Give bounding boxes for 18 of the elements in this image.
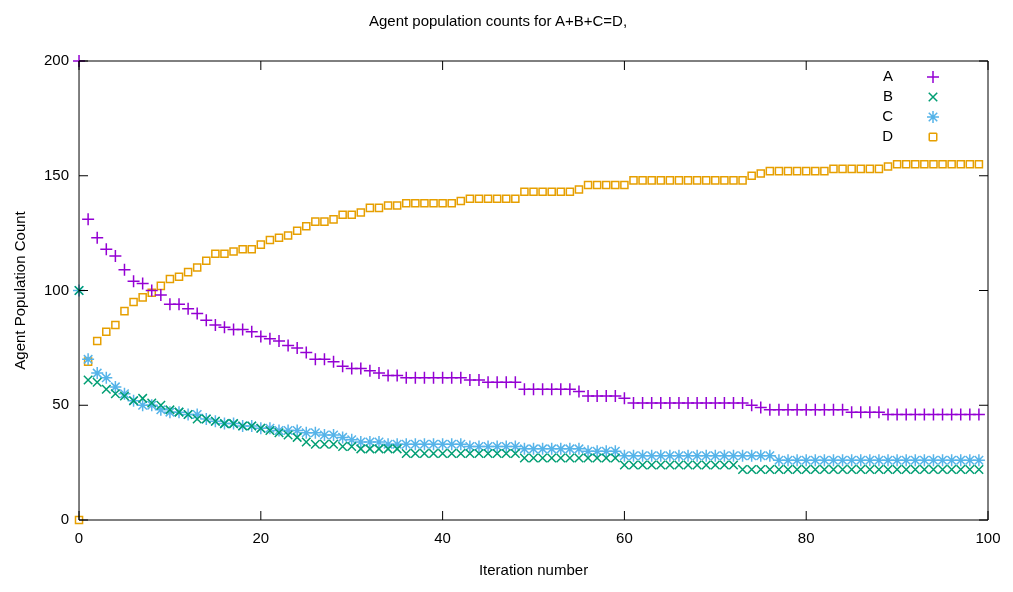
y-tick-label: 50 [52,395,70,413]
chart-title: Agent population counts for A+B+C=D, [368,12,628,30]
y-tick-label: 100 [44,280,70,298]
x-tick-label: 20 [252,529,270,547]
x-tick-label: 80 [797,529,815,547]
x-axis-title: Iteration number [478,561,589,579]
x-tick-label: 60 [616,529,633,547]
y-tick-label: 150 [44,165,70,183]
x-tick-label: 100 [975,529,1001,547]
x-tick-label: 40 [434,529,451,547]
y-axis-title: Agent Population Count [11,210,29,370]
legend-label: A [882,67,893,85]
series-label: D [882,127,894,145]
x-tick-label: 0 [74,529,84,547]
y-tick-label: 0 [60,510,70,528]
legend-label: B [882,87,893,105]
y-tick-label: 200 [44,51,70,69]
legend-label: C [882,107,894,125]
